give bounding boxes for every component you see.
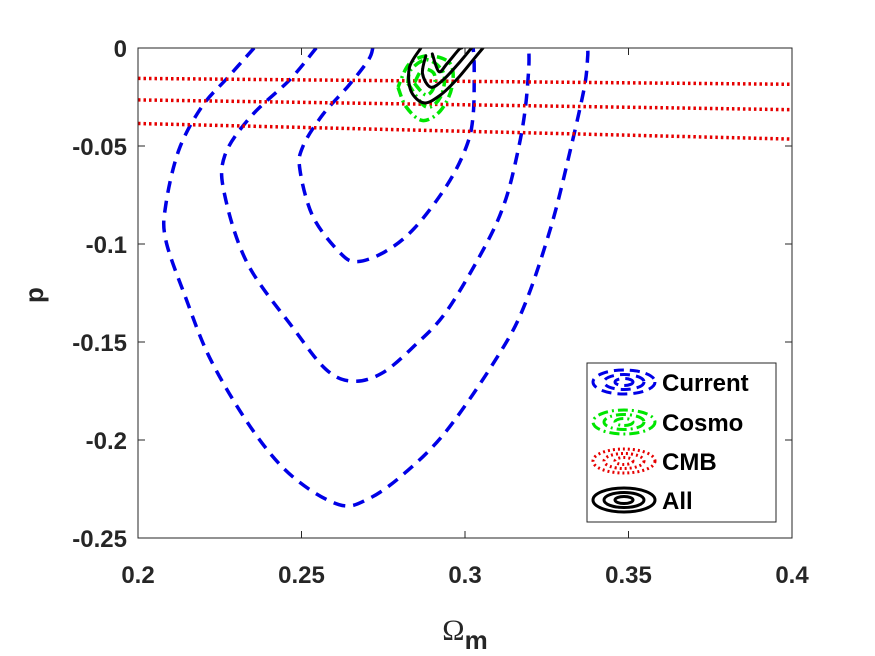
cmb-line-3 bbox=[138, 121, 792, 141]
x-axis-label-symbol: Ω bbox=[442, 614, 464, 647]
current-contour-1 bbox=[297, 48, 476, 264]
legend-label-all: All bbox=[662, 488, 693, 515]
cosmo-contour-1 bbox=[412, 67, 437, 97]
legend-swatch-current bbox=[591, 368, 657, 396]
x-tick-label: 0.35 bbox=[605, 562, 652, 589]
y-axis-label: p bbox=[19, 287, 49, 303]
legend: Current Cosmo CMB All bbox=[586, 362, 777, 523]
current-contour-2 bbox=[219, 48, 531, 384]
y-tick-label: -0.1 bbox=[86, 232, 127, 259]
cmb-line-2 bbox=[138, 98, 792, 112]
all-contour-3 bbox=[407, 48, 485, 105]
current-contour-3 bbox=[161, 48, 590, 508]
y-tick-label: -0.25 bbox=[72, 526, 127, 553]
series-cosmo bbox=[396, 54, 455, 123]
y-tick-label: 0 bbox=[114, 36, 127, 63]
cmb-line-1 bbox=[138, 76, 792, 87]
y-tick-label: -0.05 bbox=[72, 134, 127, 161]
cosmo-contour-3 bbox=[396, 54, 455, 123]
legend-item-cmb: CMB bbox=[591, 447, 717, 476]
cosmo-contour-2 bbox=[406, 58, 447, 110]
x-tick-label: 0.2 bbox=[121, 562, 154, 589]
legend-item-cosmo: Cosmo bbox=[591, 408, 743, 437]
legend-box bbox=[586, 362, 777, 523]
y-tick-label: -0.15 bbox=[72, 330, 127, 357]
legend-swatch-cosmo bbox=[591, 408, 657, 436]
series-cmb bbox=[138, 76, 792, 141]
all-contour-2 bbox=[420, 48, 473, 89]
y-tick-label: -0.2 bbox=[86, 428, 127, 455]
legend-item-current: Current bbox=[591, 368, 749, 397]
x-tick-label: 0.3 bbox=[448, 562, 481, 589]
x-axis-label: Ωm bbox=[442, 614, 487, 655]
legend-label-cmb: CMB bbox=[662, 449, 717, 476]
x-tick-label: 0.25 bbox=[278, 562, 325, 589]
legend-item-all: All bbox=[591, 486, 693, 515]
series-current bbox=[161, 48, 590, 508]
axis-ticks bbox=[137, 47, 793, 539]
x-axis-label-subscript: m bbox=[465, 625, 488, 655]
legend-swatch-all bbox=[591, 486, 657, 514]
legend-label-current: Current bbox=[662, 370, 749, 397]
legend-swatch-cmb bbox=[591, 447, 657, 475]
legend-label-cosmo: Cosmo bbox=[662, 410, 743, 437]
x-tick-label: 0.4 bbox=[775, 562, 809, 589]
contour-layer bbox=[138, 48, 792, 508]
